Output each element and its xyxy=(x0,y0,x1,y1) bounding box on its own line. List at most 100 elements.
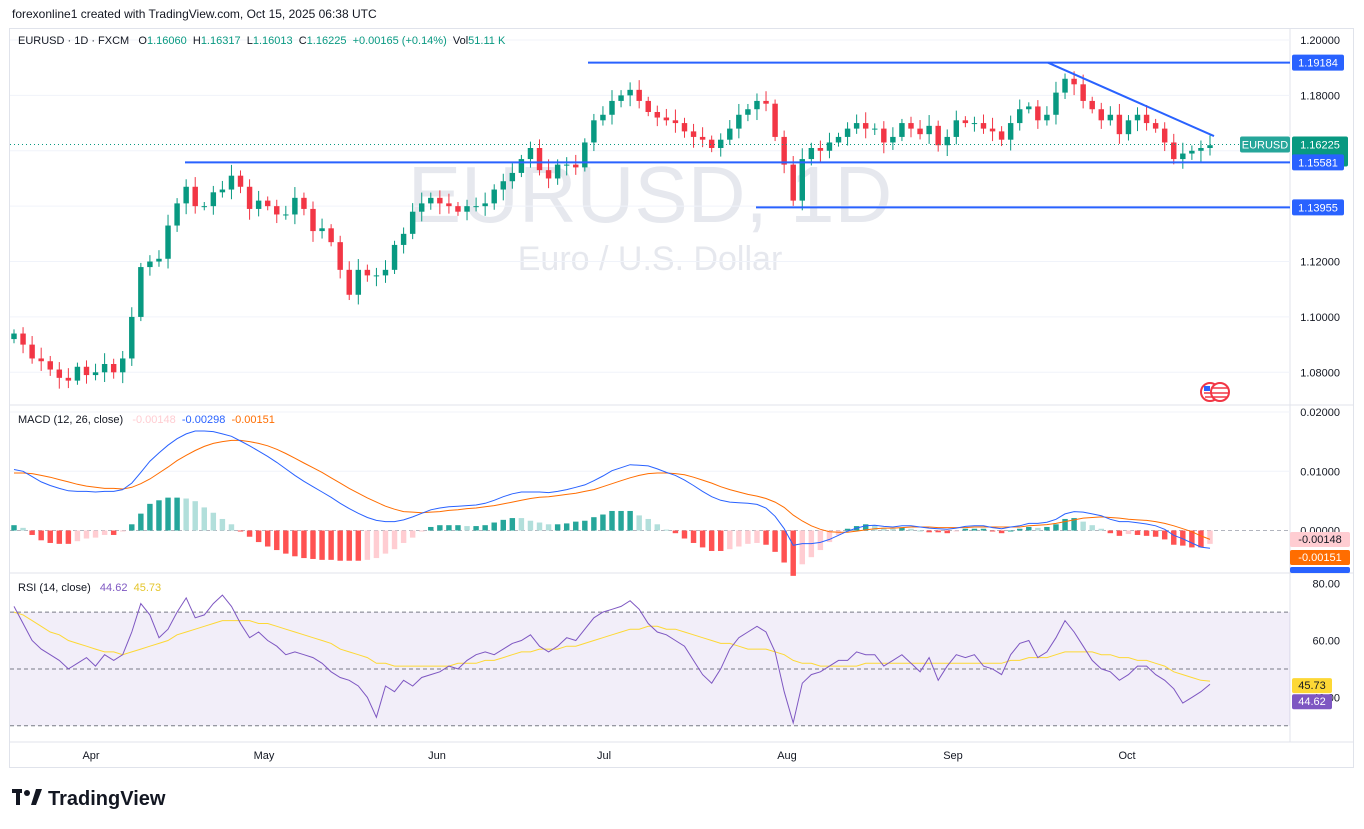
candle-body xyxy=(754,100,760,110)
rsi-legend[interactable]: RSI (14, close) 44.62 45.73 xyxy=(18,582,161,594)
badge-support-mid[interactable]: 1.15581 xyxy=(1292,154,1344,171)
rsi-ma-value: 45.73 xyxy=(133,582,162,594)
macd-histogram-bar xyxy=(944,530,950,534)
candle-body xyxy=(962,120,969,124)
chart-header-text: forexonline1 created with TradingView.co… xyxy=(12,7,377,21)
macd-histogram-bar xyxy=(1152,530,1159,537)
candle-body xyxy=(147,261,153,268)
candle-body xyxy=(92,372,99,376)
macd-histogram-bar xyxy=(826,530,833,543)
candle-body xyxy=(1125,120,1132,135)
badge-symbol[interactable]: EURUSD xyxy=(1240,136,1290,153)
macd-histogram-bar xyxy=(772,530,778,552)
eu-us-flag-icon[interactable] xyxy=(1200,382,1230,402)
candle-body xyxy=(772,103,778,137)
candle-body xyxy=(156,258,162,262)
macd-histogram-bar xyxy=(654,524,661,531)
badge-rsi-ma-bg xyxy=(1292,678,1332,694)
open-value: 1.16060 xyxy=(146,35,187,47)
candle-body xyxy=(708,139,715,148)
macd-histogram-bar xyxy=(890,528,896,531)
candle-body xyxy=(129,316,135,359)
candle-body xyxy=(455,206,461,212)
candle-body xyxy=(228,175,235,190)
chart-frame xyxy=(9,28,1354,768)
badge-rsi-ma[interactable]: 45.73 xyxy=(1292,678,1332,694)
candle-body xyxy=(1152,123,1159,129)
macd-histogram-bar xyxy=(690,530,697,543)
macd-histogram-bar xyxy=(237,530,244,532)
symbol-name[interactable]: EURUSD · 1D · FXCM xyxy=(18,35,130,47)
macd-histogram-bar xyxy=(255,530,262,543)
candle-body xyxy=(853,123,860,129)
candle-body xyxy=(20,333,26,345)
candle-body xyxy=(419,203,425,212)
macd-histogram-bar xyxy=(1207,530,1213,544)
candle-body xyxy=(953,120,960,137)
macd-histogram-bar xyxy=(346,530,352,561)
candle-body xyxy=(998,131,1005,140)
candle-body xyxy=(627,89,633,96)
trendline[interactable] xyxy=(1047,61,1215,138)
candle-body xyxy=(310,208,316,232)
change-value: +0.00165 (+0.14%) xyxy=(352,35,447,47)
candle-body xyxy=(527,148,534,160)
candle-body xyxy=(74,366,81,381)
badge-macd-signal[interactable]: -0.00151 xyxy=(1290,550,1350,565)
badge-rsi-text: 44.62 xyxy=(1298,696,1326,708)
macd-tick-label: 0.01000 xyxy=(1300,466,1340,478)
candle-body xyxy=(319,228,325,232)
macd-histogram-bar xyxy=(29,530,35,535)
candle-body xyxy=(944,136,950,146)
macd-histogram-bar xyxy=(337,530,343,561)
badge-macd-line[interactable] xyxy=(1290,567,1350,573)
candle-body xyxy=(237,175,244,187)
macd-histogram-bar xyxy=(500,519,506,531)
macd-histogram-bar xyxy=(11,525,17,531)
badge-support-low[interactable]: 1.13955 xyxy=(1292,199,1344,216)
time-axis-label: Jun xyxy=(428,750,446,762)
candle-body xyxy=(174,203,180,226)
macd-histogram-bar xyxy=(645,518,651,531)
macd-histogram-bar xyxy=(210,512,217,531)
rsi-lines xyxy=(13,594,1211,725)
candle-body xyxy=(201,206,207,208)
candle-body xyxy=(1189,150,1195,154)
candle-body xyxy=(808,148,815,160)
candle-body xyxy=(582,142,588,168)
candle-body xyxy=(473,206,479,208)
badge-rsi[interactable]: 44.62 xyxy=(1292,694,1332,710)
badge-macd-hist[interactable]: -0.00148 xyxy=(1290,532,1350,547)
candle-body xyxy=(138,267,144,317)
macd-line xyxy=(13,430,1211,549)
macd-histogram-bar xyxy=(790,530,796,576)
macd-histogram-bar xyxy=(989,530,996,532)
candle-body xyxy=(120,358,126,373)
candle-body xyxy=(110,364,117,373)
close-label: C xyxy=(298,35,307,47)
macd-histogram-bar xyxy=(192,501,198,531)
macd-histogram-bar xyxy=(174,497,180,531)
macd-legend[interactable]: MACD (12, 26, close) -0.00148 -0.00298 -… xyxy=(18,414,275,426)
tradingview-logo[interactable]: TradingView xyxy=(12,788,165,811)
candle-body xyxy=(654,112,661,118)
macd-histogram-bar xyxy=(754,530,760,543)
candle-body xyxy=(835,136,842,143)
macd-histogram-bar xyxy=(437,525,443,531)
macd-histogram-bar xyxy=(482,525,488,531)
macd-histogram-bar xyxy=(101,530,108,535)
candle-body xyxy=(618,95,624,101)
macd-histogram-bar xyxy=(817,530,824,551)
badge-macd-hist-text: -0.00148 xyxy=(1298,534,1341,546)
badge-symbol-bg xyxy=(1240,136,1290,153)
candle-body xyxy=(518,159,525,173)
candle-body xyxy=(1198,148,1204,151)
candle-body xyxy=(437,197,443,204)
rsi-tick-label: 80.00 xyxy=(1312,579,1340,591)
candle-body xyxy=(364,269,371,276)
candle-body xyxy=(255,200,262,209)
badge-resistance[interactable]: 1.19184 xyxy=(1292,54,1344,71)
candle-body xyxy=(47,361,53,370)
